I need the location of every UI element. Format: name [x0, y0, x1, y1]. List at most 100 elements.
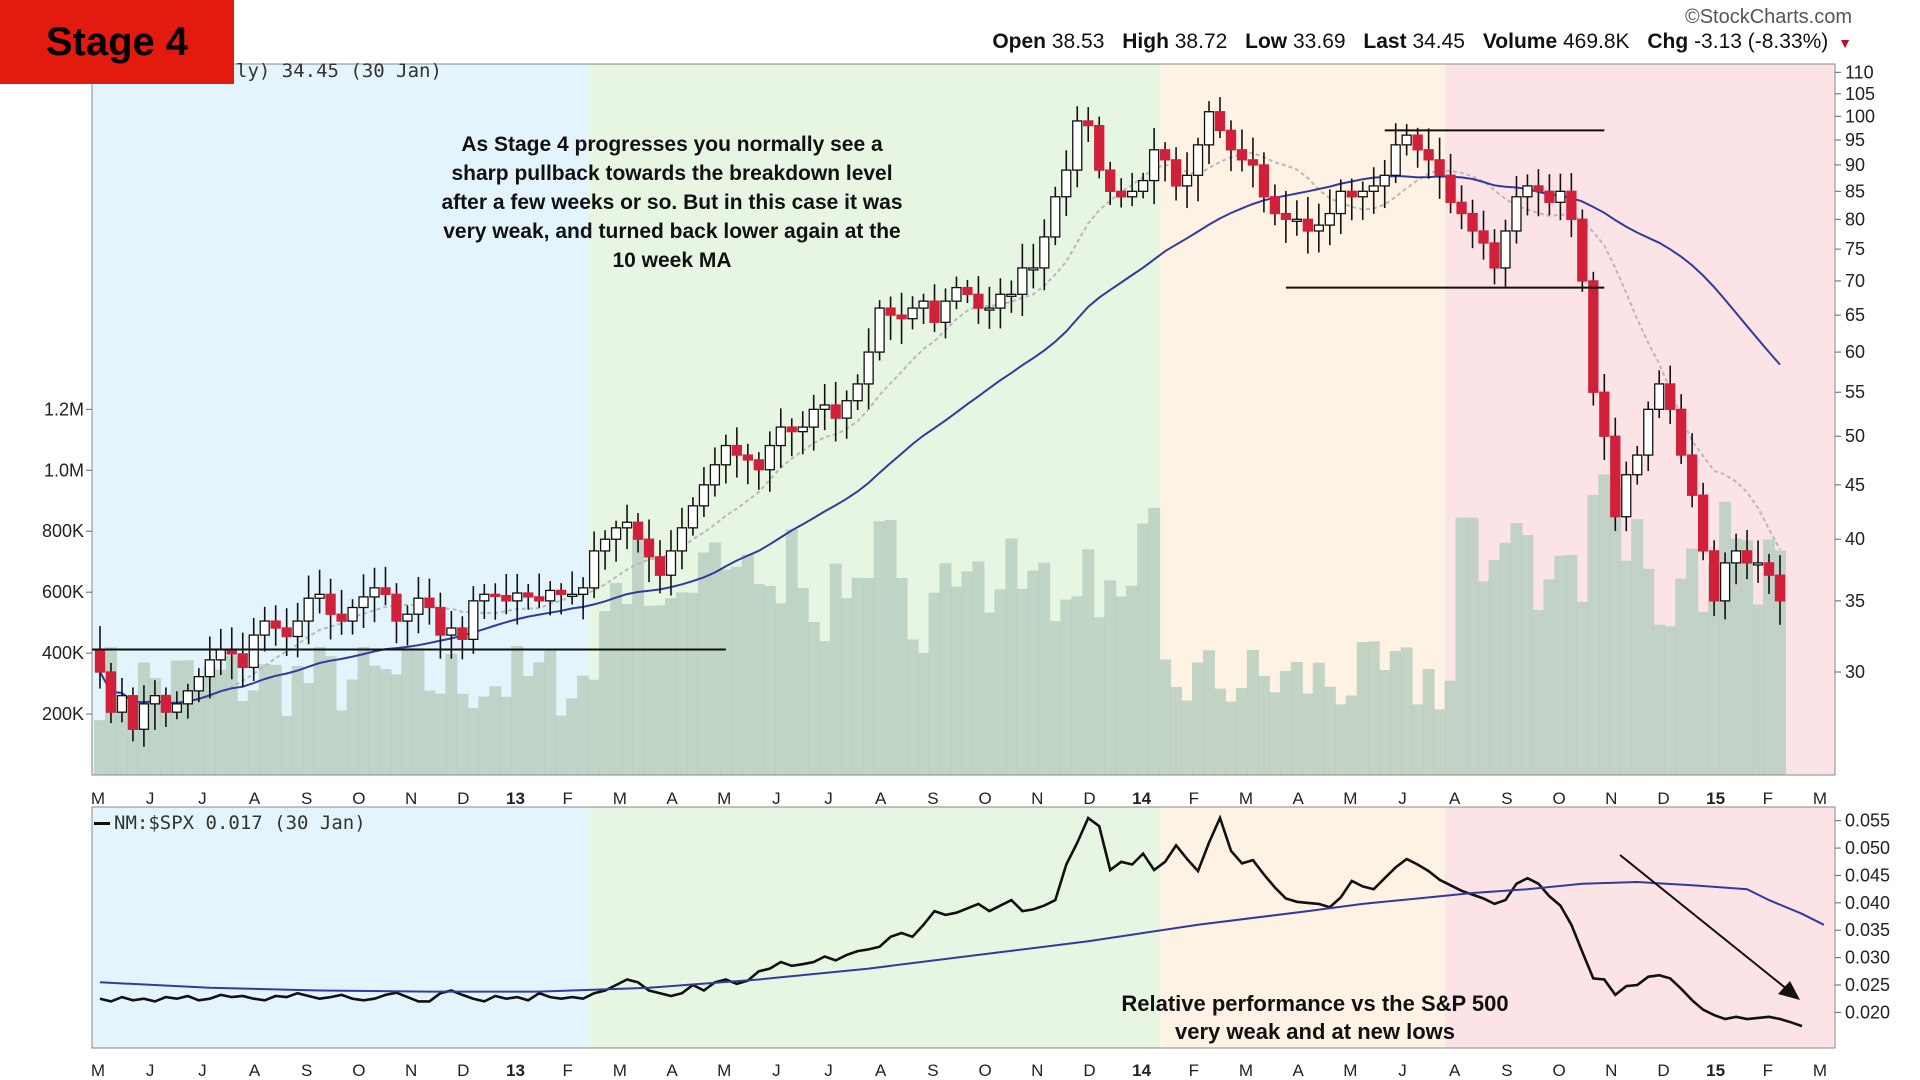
candle-up	[995, 293, 1006, 309]
brand-watermark: ©StockCharts.com	[1684, 6, 1852, 28]
x-tick-label-lower: S	[927, 1061, 938, 1080]
volume-bar	[489, 686, 502, 775]
volume-bar	[1763, 539, 1776, 775]
x-tick-label-lower: N	[405, 1061, 417, 1080]
volume-bar	[1598, 474, 1611, 775]
candle-up	[1621, 474, 1632, 518]
candle-down	[457, 627, 468, 640]
candle-down	[424, 597, 435, 609]
candle-up	[1390, 144, 1401, 176]
candle-down	[534, 596, 545, 602]
annotation-top-line: after a few weeks or so. But in this cas…	[441, 191, 903, 214]
volume-bar	[1093, 617, 1106, 775]
y-tick-label: 65	[1845, 305, 1865, 325]
volume-bar	[1730, 538, 1743, 775]
candle-up	[665, 550, 677, 576]
price-legend: ly) 34.45 (30 Jan)	[236, 60, 442, 82]
x-tick-label: M	[91, 789, 105, 808]
candle-up	[1181, 174, 1193, 187]
volume-bar	[1741, 540, 1754, 775]
annotation-top-line: 10 week MA	[612, 249, 732, 272]
y-tick-label: 105	[1845, 84, 1875, 104]
candle-up	[610, 527, 622, 540]
candle-down	[973, 293, 984, 309]
x-tick-label: M	[717, 789, 731, 808]
candle-down	[237, 653, 248, 669]
x-tick-label-lower: J	[772, 1061, 781, 1080]
volume-bar	[1148, 507, 1161, 775]
x-tick-label: S	[1501, 789, 1512, 808]
volume-bar	[1290, 661, 1303, 775]
volume-bar	[302, 683, 315, 775]
relative-legend-text: NM:$SPX 0.017 (30 Jan)	[114, 812, 366, 834]
candle-down	[1566, 190, 1577, 220]
x-tick-label: N	[1605, 789, 1617, 808]
y-tick-label: 55	[1845, 382, 1865, 402]
candle-up	[1028, 267, 1039, 271]
x-tick-label: 13	[506, 789, 525, 808]
volume-bar	[1060, 599, 1073, 775]
last-value: 34.45	[1412, 30, 1465, 53]
low-label: Low	[1245, 30, 1288, 53]
candle-down	[1083, 120, 1094, 127]
volume-bar	[1609, 487, 1622, 775]
volume-bar	[1268, 692, 1281, 775]
x-tick-label-lower: N	[1605, 1061, 1617, 1080]
relative-panel-frame	[91, 806, 1836, 1049]
annotation-bottom-line: very weak and at new lows	[1174, 1019, 1455, 1044]
volume-bar	[1082, 549, 1095, 775]
candle-down	[1599, 391, 1610, 437]
candle-down	[1676, 408, 1687, 456]
volume-tick-label: 1.2M	[44, 399, 84, 419]
volume-bar	[423, 690, 436, 775]
x-tick-label-lower: 14	[1132, 1061, 1151, 1080]
volume-bar	[1181, 700, 1194, 775]
volume-tick-label: 800K	[42, 521, 84, 541]
rel-tick-label: 0.025	[1845, 975, 1890, 995]
trend-arrow-head	[1778, 981, 1800, 1000]
stage-band-lower	[92, 807, 589, 1048]
volume-bar	[1653, 624, 1666, 775]
candle-up	[808, 408, 819, 428]
ma10-line	[99, 151, 1781, 704]
candle-down	[1610, 435, 1621, 518]
stage-band-lower	[588, 807, 1160, 1048]
x-tick-label-lower: J	[1398, 1061, 1407, 1080]
volume-bar	[961, 571, 974, 775]
candle-up	[314, 593, 325, 599]
x-tick-label-lower: M	[613, 1061, 627, 1080]
volume-bar	[1532, 610, 1545, 775]
volume-bar	[972, 561, 985, 775]
x-tick-label: F	[1189, 789, 1199, 808]
x-tick-label: M	[613, 789, 627, 808]
candle-up	[1643, 408, 1654, 456]
x-tick-label-lower: A	[666, 1061, 678, 1080]
volume-bar	[621, 604, 634, 775]
candle-down	[1225, 129, 1237, 151]
volume-bar	[950, 586, 963, 775]
volume-bar	[895, 577, 908, 775]
volume-bar	[632, 536, 645, 775]
volume-bar	[643, 605, 656, 775]
volume-bar	[1016, 588, 1029, 775]
candle-up	[1039, 236, 1050, 269]
x-tick-label-lower: 15	[1706, 1061, 1725, 1080]
candle-up	[907, 307, 918, 320]
candle-down	[501, 594, 512, 602]
x-tick-label: N	[1031, 789, 1043, 808]
volume-bar	[1378, 670, 1391, 775]
candle-up	[1137, 179, 1149, 192]
volume-bar	[1246, 649, 1259, 775]
candle-down	[336, 613, 347, 622]
volume-bar	[401, 647, 414, 775]
volume-bar	[478, 696, 491, 775]
candle-down	[830, 404, 841, 419]
candle-down	[731, 444, 743, 456]
candle-down	[1116, 190, 1127, 198]
volume-bar	[1521, 535, 1534, 775]
candle-down	[556, 589, 567, 595]
candle-up	[588, 550, 600, 589]
volume-bar	[983, 612, 996, 775]
x-tick-label: D	[1657, 789, 1669, 808]
candle-up	[1148, 149, 1160, 182]
